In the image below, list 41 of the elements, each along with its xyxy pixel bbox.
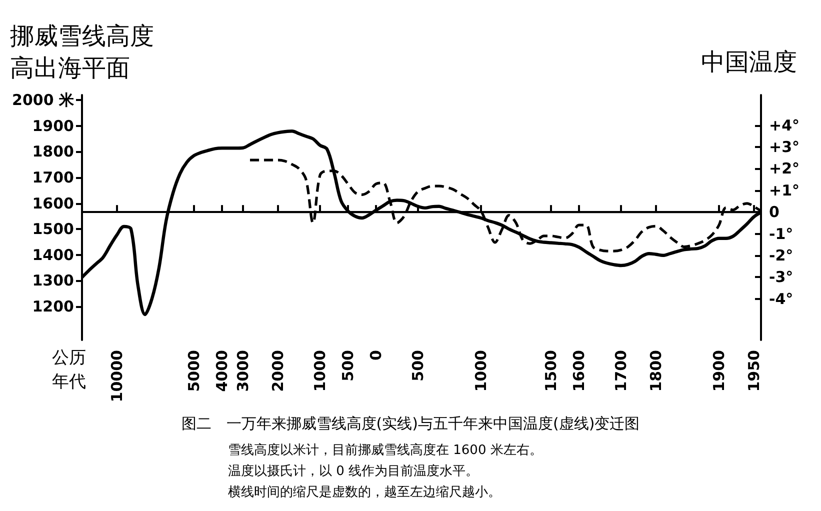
- x-tick-label: 1000: [311, 350, 329, 392]
- y-tick-label: 1800: [32, 142, 74, 161]
- x-tick-label: 3000: [234, 350, 252, 392]
- x-tick-label: 1950: [745, 350, 763, 392]
- y2-tick-label: 0: [769, 203, 780, 222]
- y2-tick-label: +3°: [769, 138, 800, 156]
- x-tick-label: 1900: [710, 350, 728, 392]
- x-tick-label: 1700: [612, 350, 630, 392]
- x-tick-label: 1600: [570, 350, 588, 392]
- x-tick-label: 1500: [542, 350, 560, 392]
- y2-tick-label: -1°: [769, 224, 794, 243]
- y2-tick-label: -3°: [769, 268, 794, 286]
- y-tick-label: 1700: [32, 168, 74, 187]
- text: 雪线高度以米计，目前挪威雪线高度在 1600 米左右。: [228, 442, 542, 458]
- y2-axis-title: 中国温度: [701, 48, 797, 76]
- y2-tick-label: -2°: [769, 246, 794, 264]
- y2-tick-label: -4°: [769, 290, 794, 308]
- text: 图二 一万年来挪威雪线高度(实线)与五千年来中国温度(虚线)变迁图: [181, 414, 640, 432]
- y2-tick-label: +4°: [769, 116, 800, 134]
- x-tick-label: 500: [339, 350, 357, 382]
- x-tick-label: 5000: [185, 350, 203, 392]
- y-axis-title: 挪威雪线高度高出海平面: [10, 22, 154, 82]
- y-tick-label: 1200: [32, 297, 74, 316]
- x-tick-label: 4000: [213, 350, 231, 392]
- text: 横线时间的缩尺是虚数的，越至左边缩尺越小。: [228, 485, 501, 500]
- x-tick-label: 0: [367, 350, 385, 360]
- text: 温度以摄氏计，以 0 线作为目前温度水平。: [228, 463, 479, 479]
- y2-tick-label: +1°: [769, 181, 800, 200]
- y2-tick-label: +2°: [769, 160, 800, 178]
- x-axis-title: 公历年代: [52, 348, 86, 392]
- x-tick-label: 2000: [269, 350, 287, 392]
- y-tick-label: 1500: [32, 220, 74, 238]
- x-tick-label: 10000: [108, 350, 126, 402]
- y-tick-label: 1900: [32, 116, 74, 135]
- x-tick-label: 500: [409, 350, 427, 382]
- x-tick-label: 1800: [647, 350, 665, 392]
- x-tick-label: 1000: [472, 350, 490, 392]
- y-tick-label: 1600: [32, 194, 74, 212]
- y-tick-label: 1300: [32, 272, 74, 290]
- y-tick-label: 1400: [32, 246, 74, 264]
- y-tick-label: 2000 米: [12, 91, 75, 110]
